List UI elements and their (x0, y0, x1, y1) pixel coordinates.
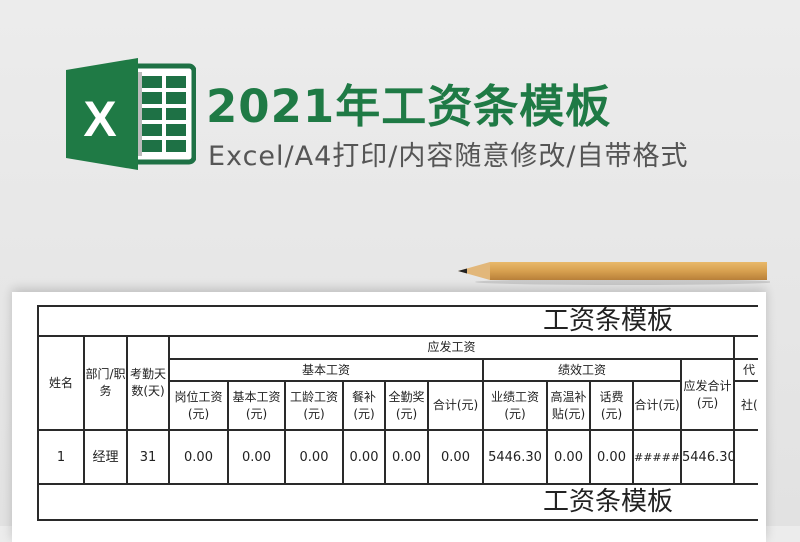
cell-basic-4[interactable]: 0.00 (384, 429, 429, 485)
svg-text:X: X (83, 91, 116, 147)
cell-payable-total[interactable]: 5446.30 (680, 429, 735, 485)
header-blank (732, 335, 758, 360)
header-payable-total: 应发合计(元) (680, 358, 735, 431)
header-perf-group: 绩效工资 (482, 358, 682, 382)
cell-basic-3[interactable]: 0.00 (342, 429, 386, 485)
header-basic-4: 全勤奖(元) (384, 380, 429, 431)
cell-perf-1[interactable]: 0.00 (546, 429, 591, 485)
cell-perf-2[interactable]: 0.00 (589, 429, 634, 485)
sheet-title: 工资条模板 (37, 305, 758, 337)
header-basic-2: 工龄工资(元) (284, 380, 344, 431)
cell-basic-1[interactable]: 0.00 (227, 429, 286, 485)
header-basic-5: 合计(元) (427, 380, 484, 431)
table-row: 1 经理 31 0.00 0.00 0.00 0.00 0.00 0.00 54… (37, 429, 758, 485)
header-perf-3: 合计(元) (632, 380, 682, 431)
cell-social[interactable] (732, 429, 758, 485)
header-days: 考勤天数(天) (126, 335, 170, 431)
cell-perf-0[interactable]: 5446.30 (482, 429, 548, 485)
header-perf-1: 高温补贴(元) (546, 380, 591, 431)
cell-days[interactable]: 31 (126, 429, 170, 485)
header-social: 社(元) (732, 380, 758, 431)
cell-basic-2[interactable]: 0.00 (284, 429, 344, 485)
cell-name[interactable]: 1 (37, 429, 85, 485)
page-title: 2021年工资条模板 (206, 80, 612, 133)
page-subtitle: Excel/A4打印/内容随意修改/自带格式 (208, 141, 689, 172)
cell-dept[interactable]: 经理 (83, 429, 128, 485)
header-basic-1: 基本工资(元) (227, 380, 286, 431)
header-basic-group: 基本工资 (168, 358, 484, 382)
header-basic-3: 餐补(元) (342, 380, 386, 431)
excel-logo-icon: X (66, 58, 196, 170)
header-deduct-group: 代 (732, 358, 758, 382)
header-name: 姓名 (37, 335, 85, 431)
header-basic-0: 岗位工资(元) (168, 380, 229, 431)
cell-perf-3[interactable]: ##### (632, 429, 682, 485)
cell-basic-5[interactable]: 0.00 (427, 429, 484, 485)
pencil-icon (458, 262, 770, 285)
payslip-table: 工资条模板 姓名 部门/职务 考勤天数(天) 应发工资 基本工资 绩效工资 应发… (37, 305, 758, 521)
header-perf-2: 话费(元) (589, 380, 634, 431)
header-perf-0: 业绩工资(元) (482, 380, 548, 431)
payslip-sheet: 工资条模板 姓名 部门/职务 考勤天数(天) 应发工资 基本工资 绩效工资 应发… (37, 305, 758, 535)
cell-basic-0[interactable]: 0.00 (168, 429, 229, 485)
next-sheet-title: 工资条模板 (37, 483, 758, 521)
header-dept: 部门/职务 (83, 335, 128, 431)
header-payable: 应发工资 (168, 335, 735, 360)
